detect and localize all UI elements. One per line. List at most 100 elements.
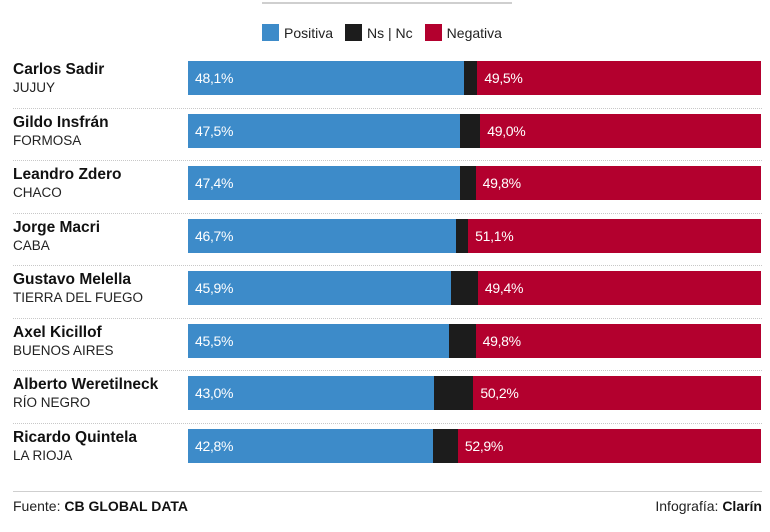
row-label: Axel Kicillof BUENOS AIRES [13, 324, 188, 359]
province-name: LA RIOJA [13, 447, 73, 463]
bar-segment-positiva: 45,9% [188, 271, 451, 305]
bar-segment-ns-nc [459, 166, 476, 200]
bar-segment-positiva: 42,8% [188, 428, 434, 463]
data-label-negativa: 50,2% [480, 385, 519, 401]
bar-segment-negativa: 49,8% [475, 166, 761, 200]
data-label-positiva: 47,5% [195, 122, 234, 139]
legend-item-positiva: Positiva [262, 24, 333, 41]
chart-row: Alberto Weretilneck RÍO NEGRO 43,0% 50,2% [13, 371, 762, 424]
province-name: BUENOS AIRES [13, 342, 114, 358]
row-label: Carlos Sadir JUJUY [13, 61, 188, 96]
governor-name: Gildo Insfrán [13, 113, 109, 131]
bar-segment-negativa: 51,1% [468, 218, 761, 253]
stacked-bar: 46,7% 51,1% [188, 218, 761, 253]
bar-segment-positiva: 43,0% [188, 376, 435, 410]
chart-row: Ricardo Quintela LA RIOJA 42,8% 52,9% [13, 424, 762, 477]
bar-segment-positiva: 45,5% [188, 323, 449, 358]
chart-row: Leandro Zdero CHACO 47,4% 49,8% [13, 161, 762, 214]
legend-swatch-positiva [262, 24, 279, 41]
governor-name: Gustavo Melella [13, 271, 132, 288]
row-label: Gustavo Melella TIERRA DEL FUEGO [13, 271, 188, 306]
bar-segment-ns-nc [433, 428, 458, 463]
bar-segment-ns-nc [451, 271, 478, 305]
province-name: TIERRA DEL FUEGO [13, 290, 144, 305]
province-name: CABA [13, 237, 50, 253]
bar-segment-ns-nc [455, 218, 469, 253]
stacked-bar: 43,0% 50,2% [188, 376, 761, 410]
data-label-positiva: 47,4% [195, 175, 234, 191]
data-label-positiva: 45,9% [195, 280, 234, 296]
chart-row: Jorge Macri CABA 46,7% 51,1% [13, 214, 762, 266]
governor-name: Alberto Weretilneck [13, 376, 159, 393]
data-label-negativa: 52,9% [464, 437, 504, 454]
data-label-positiva: 46,7% [195, 227, 234, 244]
footer-divider [13, 491, 762, 492]
data-label-negativa: 49,4% [484, 280, 524, 296]
row-separator [13, 212, 762, 214]
source-credit: Fuente: CB GLOBAL DATA [13, 498, 188, 514]
row-label: Ricardo Quintela LA RIOJA [13, 429, 188, 464]
row-label: Gildo Insfrán FORMOSA [13, 114, 188, 149]
chart-row: Gildo Insfrán FORMOSA 47,5% 49,0% [13, 109, 762, 161]
bar-segment-negativa: 52,9% [457, 428, 761, 463]
legend-swatch-negativa [424, 24, 442, 41]
data-label-positiva: 48,1% [195, 70, 234, 86]
row-label: Jorge Macri CABA [13, 219, 188, 254]
source-prefix: Fuente: [13, 498, 61, 514]
stacked-bar: 42,8% 52,9% [188, 428, 761, 463]
bar-segment-positiva: 47,5% [188, 113, 461, 148]
bar-segment-ns-nc [463, 61, 478, 95]
source-name: CB GLOBAL DATA [64, 498, 189, 514]
bar-segment-positiva: 48,1% [188, 61, 464, 95]
row-separator [13, 107, 762, 109]
stacked-bar: 45,5% 49,8% [188, 323, 761, 358]
data-label-positiva: 43,0% [195, 385, 234, 401]
bar-segment-negativa: 49,5% [477, 61, 761, 95]
row-label: Alberto Weretilneck RÍO NEGRO [13, 376, 188, 411]
credit-prefix: Infografía: [655, 498, 719, 514]
legend-item-ns-nc: Ns | Nc [345, 24, 413, 41]
top-divider [262, 2, 512, 4]
row-label: Leandro Zdero CHACO [13, 166, 188, 201]
stacked-bar: 47,5% 49,0% [188, 113, 761, 148]
infographic-credit: Infografía: Clarín [655, 498, 762, 514]
province-name: RÍO NEGRO [13, 395, 91, 410]
legend-label-ns-nc: Ns | Nc [367, 24, 413, 41]
row-separator [13, 160, 762, 161]
data-label-negativa: 49,8% [482, 175, 522, 191]
chart-row: Gustavo Melella TIERRA DEL FUEGO 45,9% 49,4… [13, 266, 762, 319]
row-separator [13, 370, 762, 371]
data-label-negativa: 49,0% [487, 122, 526, 139]
stacked-bar: 47,4% 49,8% [188, 166, 761, 200]
data-label-negativa: 49,8% [482, 332, 522, 349]
bar-segment-negativa: 50,2% [473, 376, 761, 410]
data-label-negativa: 49,5% [484, 70, 523, 86]
governor-name: Leandro Zdero [13, 166, 122, 183]
legend-label-positiva: Positiva [284, 24, 334, 41]
bar-segment-ns-nc [434, 376, 474, 410]
row-separator [13, 265, 762, 266]
legend-label-negativa: Negativa [446, 24, 502, 41]
legend-item-negativa: Negativa [424, 24, 502, 41]
province-name: CHACO [13, 185, 62, 200]
data-label-positiva: 42,8% [195, 437, 234, 454]
stacked-bar: 48,1% 49,5% [188, 61, 761, 95]
bar-segment-negativa: 49,8% [475, 323, 761, 358]
chart-row: Axel Kicillof BUENOS AIRES 45,5% 49,8% [13, 319, 762, 371]
governor-name: Carlos Sadir [13, 61, 105, 78]
row-separator [13, 422, 762, 424]
bar-segment-negativa: 49,0% [480, 113, 761, 148]
data-label-positiva: 45,5% [195, 332, 234, 349]
row-separator [13, 317, 762, 319]
chart-legend: Positiva Ns | Nc Negativa [262, 24, 514, 41]
bar-segment-positiva: 46,7% [188, 218, 456, 253]
data-label-negativa: 51,1% [475, 227, 514, 244]
governor-name: Ricardo Quintela [13, 428, 138, 446]
province-name: JUJUY [13, 80, 56, 95]
bar-segment-ns-nc [448, 323, 476, 358]
stacked-bar: 45,9% 49,4% [188, 271, 761, 305]
governor-name: Axel Kicillof [13, 323, 102, 341]
province-name: FORMOSA [13, 132, 82, 148]
credit-name: Clarín [722, 498, 762, 514]
bar-segment-positiva: 47,4% [188, 166, 460, 200]
